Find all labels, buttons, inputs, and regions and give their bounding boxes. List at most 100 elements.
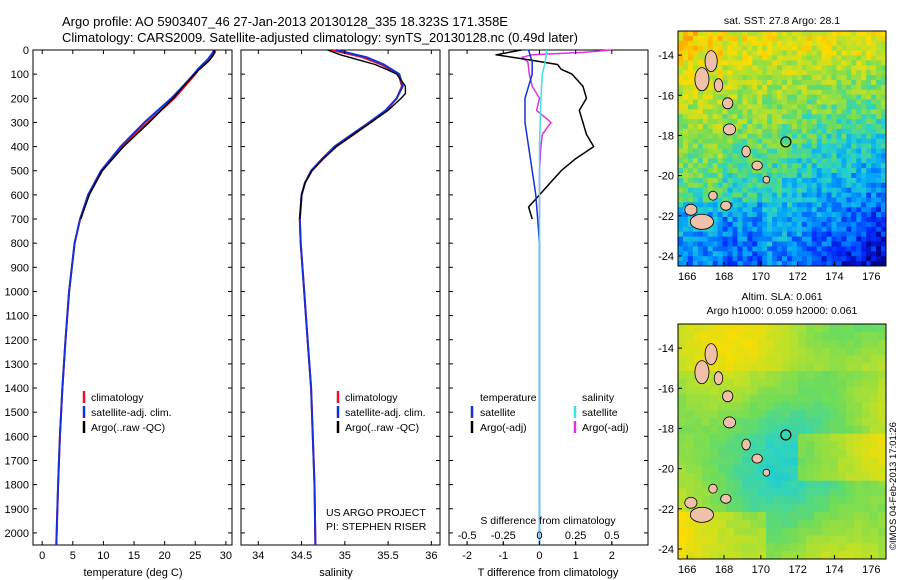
salinity-satellite-adj-line — [298, 49, 404, 546]
map-cell — [836, 241, 843, 247]
map-cell — [801, 182, 808, 189]
map-cell — [678, 488, 687, 497]
map-cell — [856, 246, 862, 252]
map-cell — [712, 241, 719, 247]
map-cell — [856, 261, 862, 266]
map-cell — [712, 207, 719, 213]
map-cell — [846, 45, 852, 52]
map-cell — [767, 182, 773, 189]
map-cell — [782, 472, 791, 482]
map-cell — [814, 527, 823, 537]
map-cell — [777, 261, 783, 266]
map-cell — [831, 231, 838, 238]
map-cell — [694, 324, 703, 333]
map-cell — [774, 418, 783, 427]
map-cell — [816, 94, 823, 101]
map-cell — [678, 109, 684, 115]
map-cell — [861, 40, 867, 47]
map-cell — [854, 324, 863, 333]
map-cell — [846, 148, 852, 154]
map-cell — [876, 119, 882, 125]
map-cell — [816, 163, 823, 169]
map-cell — [752, 80, 758, 86]
map-cell — [801, 114, 808, 120]
map-cell — [774, 394, 783, 403]
map-cell — [790, 347, 799, 356]
map-cell — [841, 182, 847, 189]
map-cell — [841, 89, 847, 96]
map-cell — [796, 256, 803, 262]
map-cell — [831, 192, 838, 199]
map-cell — [758, 472, 767, 482]
map-cell — [821, 202, 828, 208]
map-cell — [692, 236, 699, 243]
map-cell — [836, 114, 843, 120]
map-cell — [678, 324, 687, 333]
map-cell — [678, 339, 687, 349]
map-cell — [747, 31, 753, 37]
map-cell — [830, 504, 839, 513]
map-cell — [678, 182, 684, 189]
map-cell — [871, 138, 877, 145]
map-cell — [692, 241, 699, 247]
map-cell — [846, 371, 855, 380]
map-cell — [791, 236, 798, 243]
map-cell — [772, 158, 778, 164]
map-cell — [878, 527, 886, 537]
map-cell — [856, 99, 862, 105]
map-cell — [707, 84, 714, 91]
map-cell — [816, 207, 823, 213]
depth-tick-label: 600 — [11, 190, 29, 202]
map-cell — [870, 504, 879, 513]
map-cell — [787, 251, 793, 257]
map-cell — [831, 60, 838, 66]
map-cell — [881, 138, 886, 145]
map-cell — [831, 251, 838, 257]
map-cell — [796, 241, 803, 247]
map-cell — [722, 55, 729, 61]
map-cell — [752, 40, 758, 47]
map-cell — [762, 94, 768, 101]
map-cell — [806, 133, 813, 140]
map-cell — [791, 221, 798, 228]
map-cell — [737, 187, 743, 194]
map-cell — [816, 241, 823, 247]
map-cell — [856, 153, 862, 159]
map-cell — [782, 45, 788, 52]
map-cell — [782, 394, 791, 403]
legend-temp-satellite: satellite — [480, 407, 516, 419]
map-cell — [774, 441, 783, 450]
map-cell — [727, 133, 734, 140]
map-cell — [772, 221, 778, 228]
map-cell — [694, 378, 703, 388]
map-cell — [742, 363, 751, 372]
map-cell — [777, 217, 783, 223]
salinity-x-tick-label: 34.5 — [291, 550, 312, 562]
map-cell — [692, 158, 699, 164]
map-cell — [782, 70, 788, 76]
map-y-tick-label: -18 — [658, 423, 674, 435]
map-cell — [856, 202, 862, 208]
map-cell — [712, 104, 719, 110]
map-cell — [881, 94, 886, 101]
map-cell — [816, 212, 823, 218]
map-cell — [752, 143, 758, 150]
map-cell — [878, 441, 886, 450]
map-cell — [686, 488, 695, 497]
map-cell — [766, 433, 775, 443]
map-cell — [806, 256, 813, 262]
map-cell — [757, 128, 763, 135]
map-cell — [836, 31, 843, 37]
map-cell — [861, 109, 867, 115]
map-cell — [687, 187, 694, 194]
map-cell — [881, 70, 886, 76]
map-cell — [796, 236, 803, 243]
map-cell — [758, 551, 767, 559]
map-cell — [838, 512, 847, 521]
map-cell — [747, 109, 753, 115]
map-cell — [816, 226, 823, 233]
map-cell — [702, 45, 709, 52]
map-cell — [782, 410, 791, 419]
map-cell — [712, 124, 719, 130]
map-cell — [816, 65, 823, 71]
